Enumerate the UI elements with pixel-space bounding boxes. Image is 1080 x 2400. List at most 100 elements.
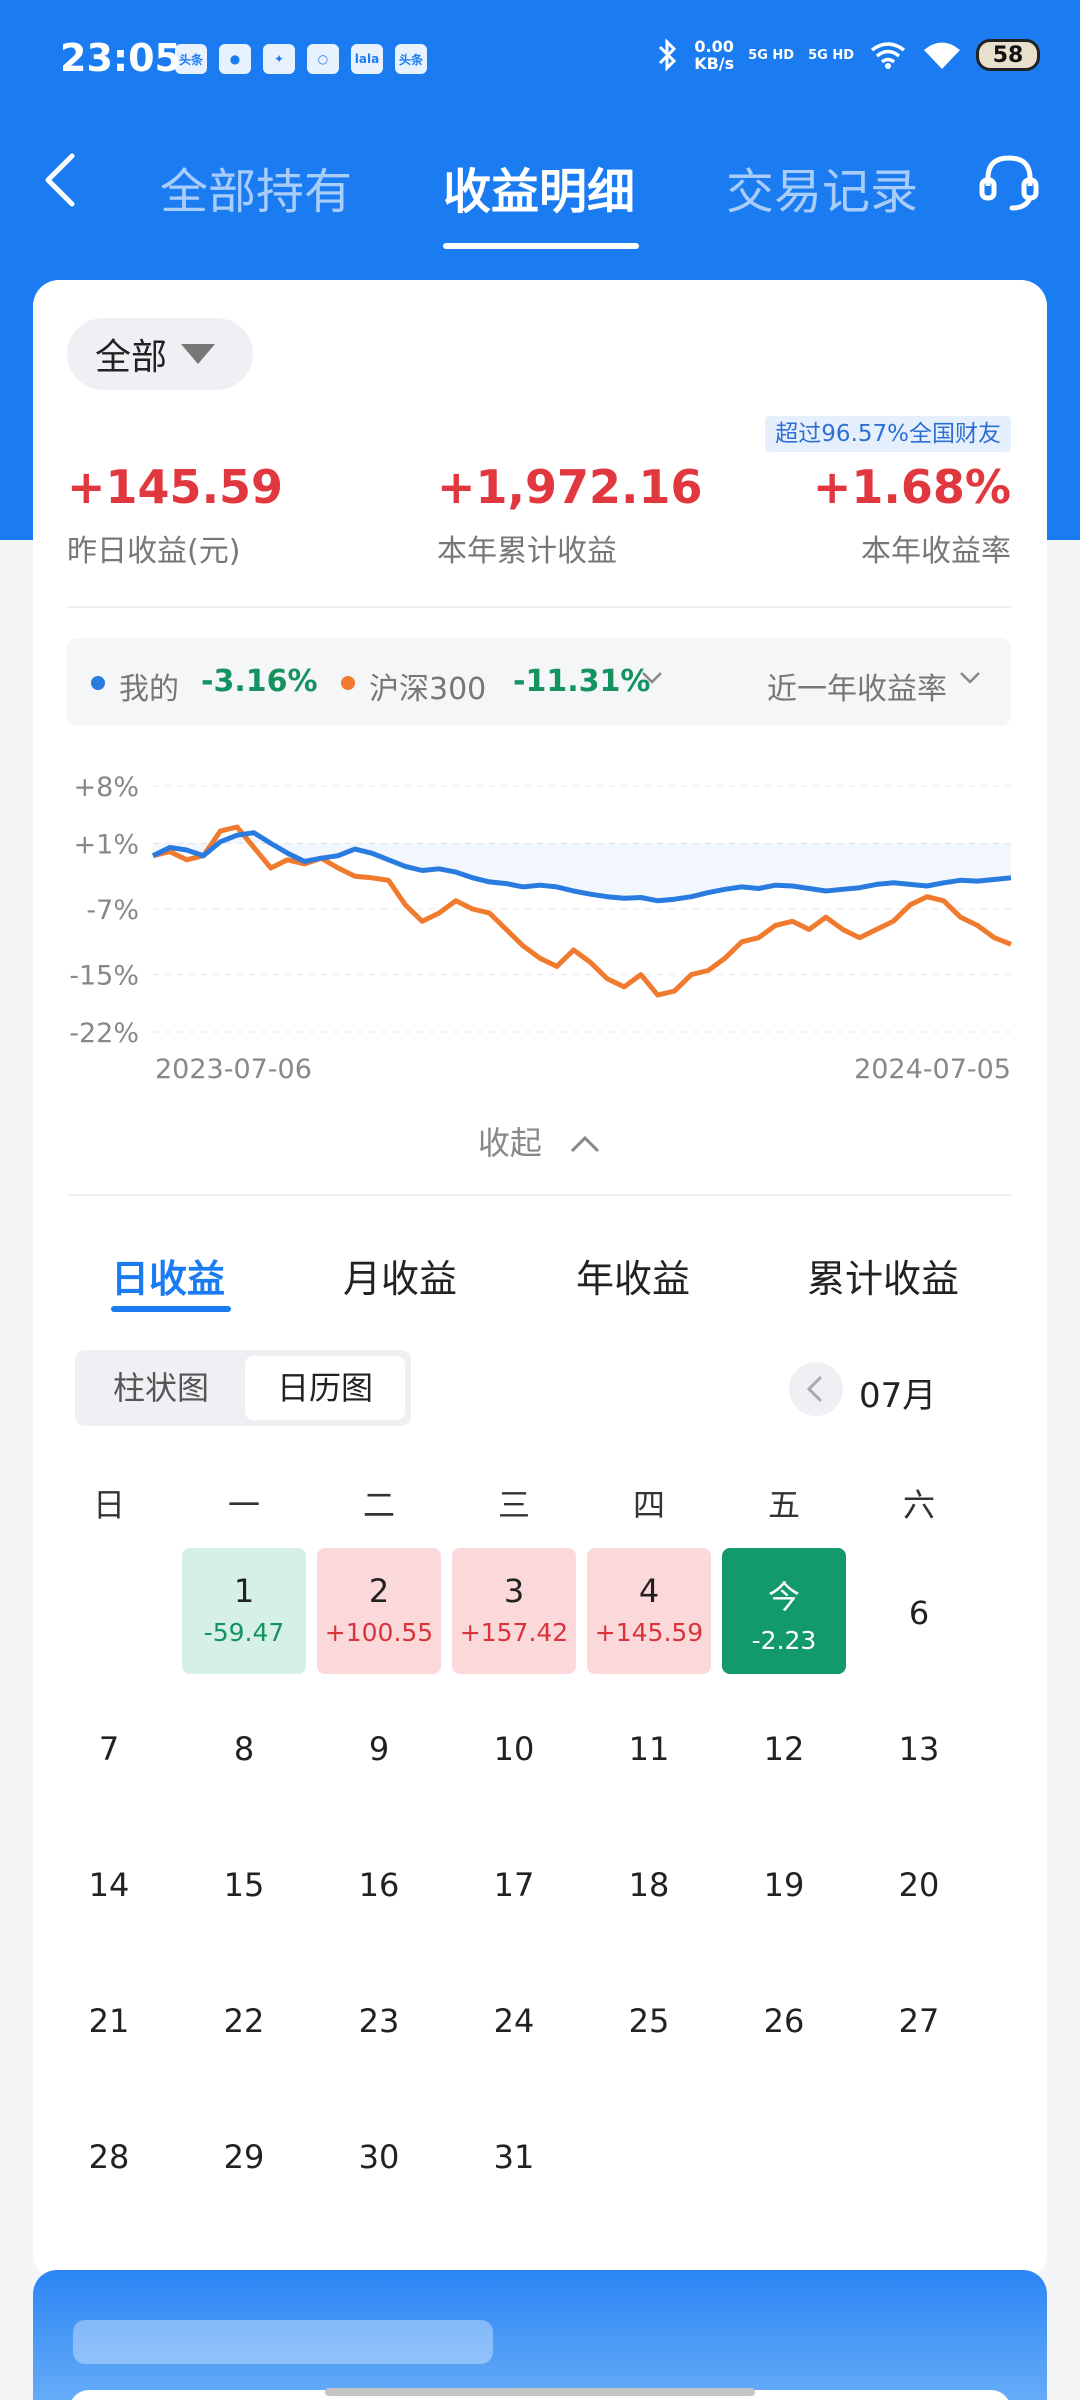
calendar-day[interactable]: 23 <box>317 1956 441 2082</box>
weekday-header: 二 <box>362 1486 395 1524</box>
day-number: 15 <box>223 1866 265 1904</box>
weekday-header: 六 <box>902 1486 935 1524</box>
calendar-day[interactable]: 31 <box>452 2092 576 2218</box>
chevron-up-icon <box>571 1135 600 1153</box>
day-number: 17 <box>493 1866 535 1904</box>
weekday-header: 四 <box>632 1486 665 1524</box>
clock: 23:05 <box>60 36 181 80</box>
calendar-day[interactable]: 26 <box>722 1956 846 2082</box>
calendar-day[interactable]: 4 +145.59 <box>587 1548 711 1674</box>
chevron-down-icon[interactable] <box>959 666 981 688</box>
day-number: 24 <box>493 2002 535 2040</box>
calendar-day[interactable]: 今 -2.23 <box>722 1548 846 1674</box>
calendar-day[interactable]: 27 <box>857 1956 981 2082</box>
triangle-down-icon <box>181 344 216 364</box>
day-number: 10 <box>493 1730 535 1768</box>
calendar-day[interactable]: 11 <box>587 1684 711 1810</box>
calendar-day[interactable]: 3 +157.42 <box>452 1548 576 1674</box>
wifi-icon <box>924 42 960 69</box>
calendar-day[interactable]: 7 <box>47 1684 171 1810</box>
index-dot-icon <box>341 676 355 690</box>
notification-app-icon: lala <box>351 44 383 74</box>
day-earning: +100.55 <box>324 1618 434 1647</box>
back-arrow-icon[interactable] <box>38 150 82 210</box>
tab-daily[interactable]: 日收益 <box>111 1257 226 1301</box>
calendar-day[interactable]: 2 +100.55 <box>317 1548 441 1674</box>
calendar-day[interactable]: 22 <box>182 1956 306 2082</box>
day-number: 18 <box>628 1866 670 1904</box>
calendar-day[interactable]: 15 <box>182 1820 306 1946</box>
calendar-day[interactable]: 29 <box>182 2092 306 2218</box>
day-number: 20 <box>898 1866 940 1904</box>
y-tick-label: -15% <box>69 961 139 992</box>
weekday-header: 五 <box>767 1486 800 1524</box>
active-period-underline <box>111 1306 231 1312</box>
signal-1: 5G HD <box>748 47 795 63</box>
stat-year-total: +1,972.16 本年累计收益 <box>437 460 703 569</box>
calendar-day[interactable]: 14 <box>47 1820 171 1946</box>
day-number: 19 <box>763 1866 805 1904</box>
day-number: 30 <box>358 2138 400 2176</box>
day-number: 31 <box>493 2138 535 2176</box>
x-start-label: 2023-07-06 <box>155 1054 312 1085</box>
y-tick-label: -7% <box>86 895 139 926</box>
day-number: 11 <box>628 1730 670 1768</box>
calendar-day[interactable]: 21 <box>47 1956 171 2082</box>
legend-mine-label: 我的 <box>119 672 179 707</box>
prev-month-button[interactable] <box>789 1362 843 1416</box>
y-tick-label: -22% <box>69 1018 139 1049</box>
calendar-day[interactable]: 28 <box>47 2092 171 2218</box>
filter-label: 全部 <box>95 337 168 378</box>
stat-year-rate: +1.68% 本年收益率 <box>812 460 1011 569</box>
network-speed: 0.00 KB/s <box>694 37 735 73</box>
tab-transactions[interactable]: 交易记录 <box>726 164 919 220</box>
day-earning: -59.47 <box>203 1618 285 1647</box>
earnings-card: 全部 超过96.57%全国财友 +145.59 昨日收益(元) +1,972.1… <box>33 280 1047 2280</box>
calendar-day[interactable]: 6 <box>857 1548 981 1674</box>
day-number: 29 <box>223 2138 265 2176</box>
tab-holdings[interactable]: 全部持有 <box>160 164 353 220</box>
status-bar: 23:05 头条 ● ✦ ○ lala 头条 0.00 KB/s 5G HD 5… <box>0 0 1080 120</box>
calendar-day[interactable]: 12 <box>722 1684 846 1810</box>
day-number: 今 <box>767 1578 800 1616</box>
collapse-toggle[interactable]: 收起 <box>33 1118 1047 1164</box>
calendar-day[interactable]: 19 <box>722 1820 846 1946</box>
customer-service-icon[interactable] <box>974 148 1044 218</box>
calendar-day[interactable]: 9 <box>317 1684 441 1810</box>
calendar-day[interactable]: 24 <box>452 1956 576 2082</box>
calendar-day[interactable]: 18 <box>587 1820 711 1946</box>
day-number: 16 <box>358 1866 400 1904</box>
legend-index-label[interactable]: 沪深300 <box>369 672 487 707</box>
holding-filter-dropdown[interactable]: 全部 <box>67 318 253 390</box>
calendar-day[interactable]: 25 <box>587 1956 711 2082</box>
calendar-day[interactable]: 13 <box>857 1684 981 1810</box>
period-selector[interactable]: 近一年收益率 <box>767 672 947 707</box>
bottom-promo-panel <box>33 2270 1047 2400</box>
legend-index-value: -11.31% <box>513 664 651 699</box>
bar-view-button[interactable]: 柱状图 <box>112 1369 209 1407</box>
return-line-chart[interactable]: +8% +1% -7% -15% -22% 2023-07-06 2024-07-05 <box>33 760 1047 1090</box>
tab-cumulative[interactable]: 累计收益 <box>807 1257 960 1301</box>
chevron-down-icon[interactable] <box>641 666 663 688</box>
calendar-day[interactable]: 1 -59.47 <box>182 1548 306 1674</box>
y-tick-label: +8% <box>74 772 139 803</box>
day-number: 26 <box>763 2002 805 2040</box>
legend-mine-value: -3.16% <box>201 664 318 699</box>
day-number: 8 <box>233 1730 255 1768</box>
y-tick-label: +1% <box>74 829 139 860</box>
weekday-header: 一 <box>227 1486 260 1524</box>
series-line-mine <box>151 830 1012 904</box>
calendar-day[interactable]: 10 <box>452 1684 576 1810</box>
chevron-left-icon <box>806 1375 823 1403</box>
calendar-day[interactable]: 8 <box>182 1684 306 1810</box>
tab-monthly[interactable]: 月收益 <box>343 1257 458 1301</box>
day-number: 27 <box>898 2002 940 2040</box>
tab-earnings-detail[interactable]: 收益明细 <box>443 164 636 220</box>
calendar-day[interactable]: 20 <box>857 1820 981 1946</box>
blurred-banner <box>73 2320 493 2364</box>
calendar-day[interactable]: 17 <box>452 1820 576 1946</box>
calendar-view-button[interactable]: 日历图 <box>245 1356 405 1420</box>
calendar-day[interactable]: 30 <box>317 2092 441 2218</box>
tab-yearly[interactable]: 年收益 <box>576 1257 691 1301</box>
calendar-day[interactable]: 16 <box>317 1820 441 1946</box>
